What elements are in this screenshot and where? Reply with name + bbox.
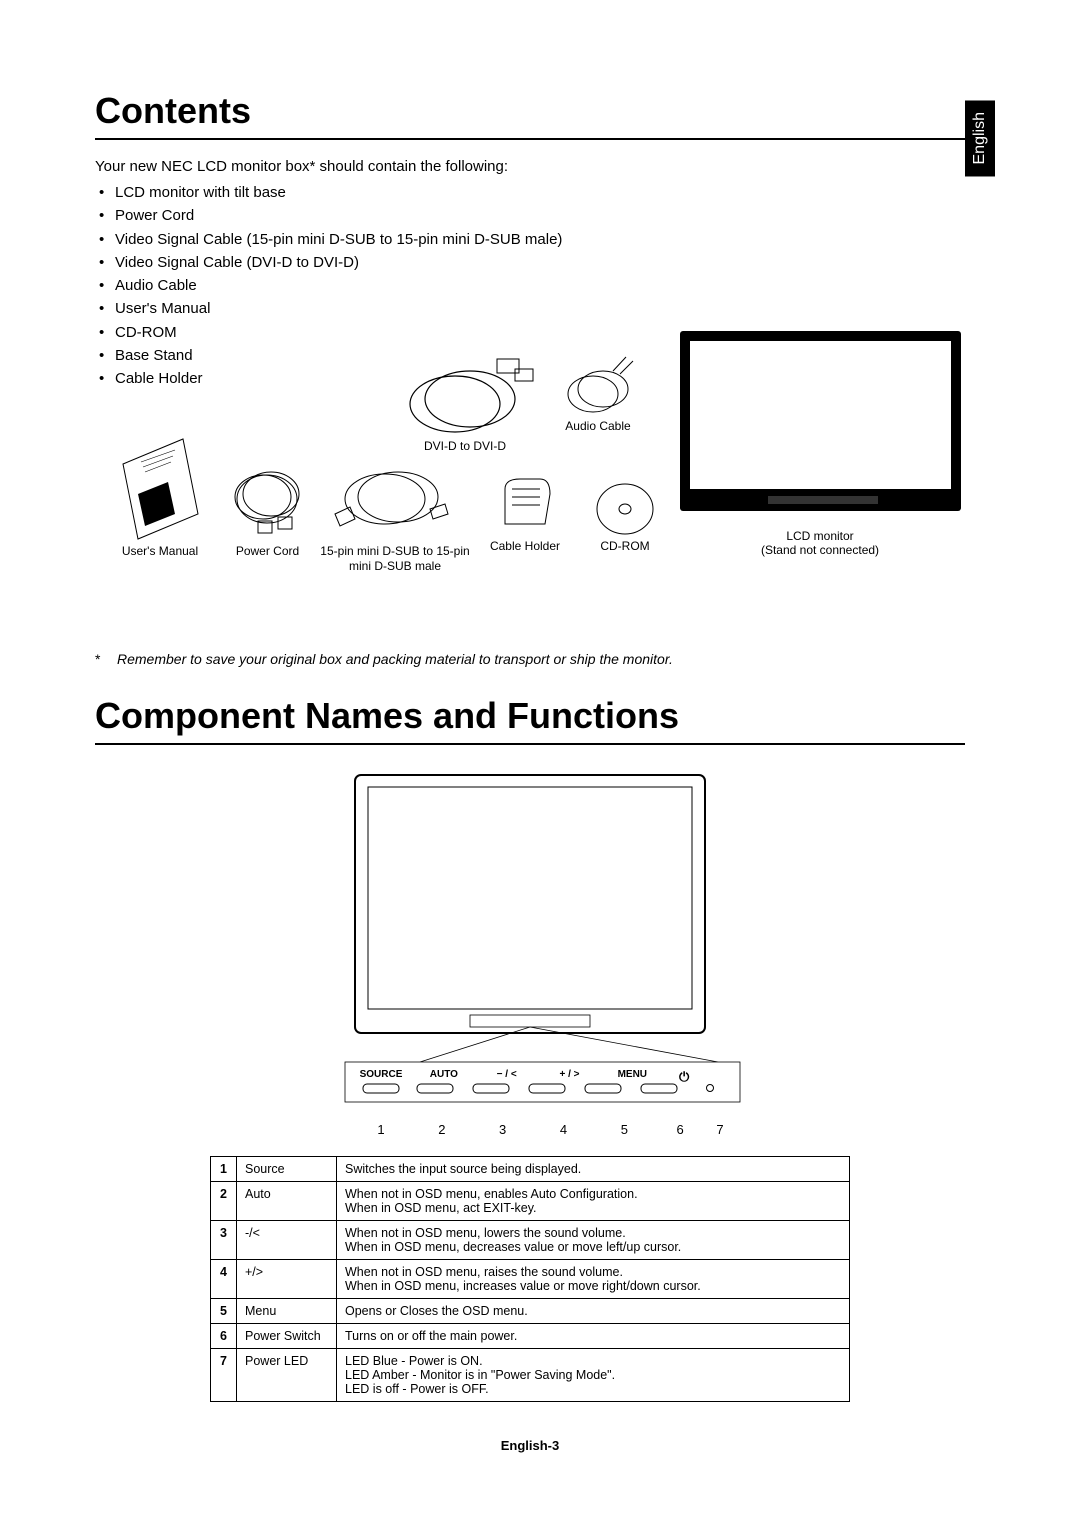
list-item: User's Manual <box>115 297 965 320</box>
table-row: 1SourceSwitches the input source being d… <box>211 1157 850 1182</box>
page-footer: English-3 <box>95 1438 965 1453</box>
list-item: Audio Cable <box>115 274 965 297</box>
table-row: 6Power SwitchTurns on or off the main po… <box>211 1324 850 1349</box>
row-number: 1 <box>211 1157 237 1182</box>
row-desc: Opens or Closes the OSD menu. <box>337 1299 850 1324</box>
footnote-marker: * <box>95 651 117 667</box>
row-number: 6 <box>211 1324 237 1349</box>
table-row: 3-/<When not in OSD menu, lowers the sou… <box>211 1221 850 1260</box>
button-number: 7 <box>710 1122 730 1137</box>
dsub-cable-icon <box>330 459 460 544</box>
contents-heading: Contents <box>95 90 965 140</box>
button-number: 2 <box>416 1122 468 1137</box>
footnote: *Remember to save your original box and … <box>95 651 965 667</box>
row-number: 7 <box>211 1349 237 1402</box>
components-heading: Component Names and Functions <box>95 695 965 745</box>
row-desc: When not in OSD menu, lowers the sound v… <box>337 1221 850 1260</box>
functions-table: 1SourceSwitches the input source being d… <box>210 1156 850 1402</box>
table-row: 7Power LEDLED Blue - Power is ON.LED Amb… <box>211 1349 850 1402</box>
button-number: 4 <box>537 1122 589 1137</box>
cdrom-icon <box>593 479 658 539</box>
row-name: Power Switch <box>237 1324 337 1349</box>
row-desc: Turns on or off the main power. <box>337 1324 850 1349</box>
row-desc: When not in OSD menu, raises the sound v… <box>337 1260 850 1299</box>
row-number: 5 <box>211 1299 237 1324</box>
power-cord-icon <box>223 459 313 544</box>
table-row: 2AutoWhen not in OSD menu, enables Auto … <box>211 1182 850 1221</box>
row-name: Auto <box>237 1182 337 1221</box>
row-desc: LED Blue - Power is ON.LED Amber - Monit… <box>337 1349 850 1402</box>
illus-label: 15-pin mini D-SUB to 15-pin mini D-SUB m… <box>320 544 470 573</box>
row-number: 2 <box>211 1182 237 1221</box>
list-item: LCD monitor with tilt base <box>115 181 965 204</box>
illus-label: User's Manual <box>110 544 210 558</box>
lcd-monitor-icon <box>678 329 963 529</box>
illus-label: CD-ROM <box>585 539 665 553</box>
list-item: Video Signal Cable (DVI-D to DVI-D) <box>115 251 965 274</box>
monitor-diagram: SOURCE AUTO − / < + / > MENU ⏻ 1 <box>95 767 965 1142</box>
row-desc: Switches the input source being displaye… <box>337 1157 850 1182</box>
illus-label: Audio Cable <box>553 419 643 433</box>
row-desc: When not in OSD menu, enables Auto Confi… <box>337 1182 850 1221</box>
row-number: 4 <box>211 1260 237 1299</box>
audio-cable-icon <box>558 349 638 419</box>
button-shapes-icon <box>355 1082 730 1097</box>
list-item: Power Cord <box>115 204 965 227</box>
row-number: 3 <box>211 1221 237 1260</box>
manual-icon <box>113 434 208 544</box>
illustration-area: DVI-D to DVI-D Audio Cable LCD monitor (… <box>95 404 965 639</box>
table-row: 4+/>When not in OSD menu, raises the sou… <box>211 1260 850 1299</box>
cable-holder-icon <box>490 469 560 539</box>
intro-text: Your new NEC LCD monitor box* should con… <box>95 158 965 175</box>
row-name: Power LED <box>237 1349 337 1402</box>
button-number: 6 <box>659 1122 701 1137</box>
illus-label: Power Cord <box>220 544 315 558</box>
illus-label: (Stand not connected) <box>675 543 965 557</box>
button-number: 3 <box>477 1122 529 1137</box>
list-item: Video Signal Cable (15-pin mini D-SUB to… <box>115 228 965 251</box>
dvid-cable-icon <box>395 349 535 439</box>
row-name: +/> <box>237 1260 337 1299</box>
illus-label: LCD monitor <box>675 529 965 543</box>
row-name: -/< <box>237 1221 337 1260</box>
row-name: Menu <box>237 1299 337 1324</box>
button-number: 1 <box>355 1122 407 1137</box>
button-number: 5 <box>598 1122 650 1137</box>
table-row: 5MenuOpens or Closes the OSD menu. <box>211 1299 850 1324</box>
illus-label: DVI-D to DVI-D <box>385 439 545 453</box>
language-tab: English <box>965 100 995 176</box>
row-name: Source <box>237 1157 337 1182</box>
footnote-text: Remember to save your original box and p… <box>117 651 673 667</box>
illus-label: Cable Holder <box>480 539 570 553</box>
